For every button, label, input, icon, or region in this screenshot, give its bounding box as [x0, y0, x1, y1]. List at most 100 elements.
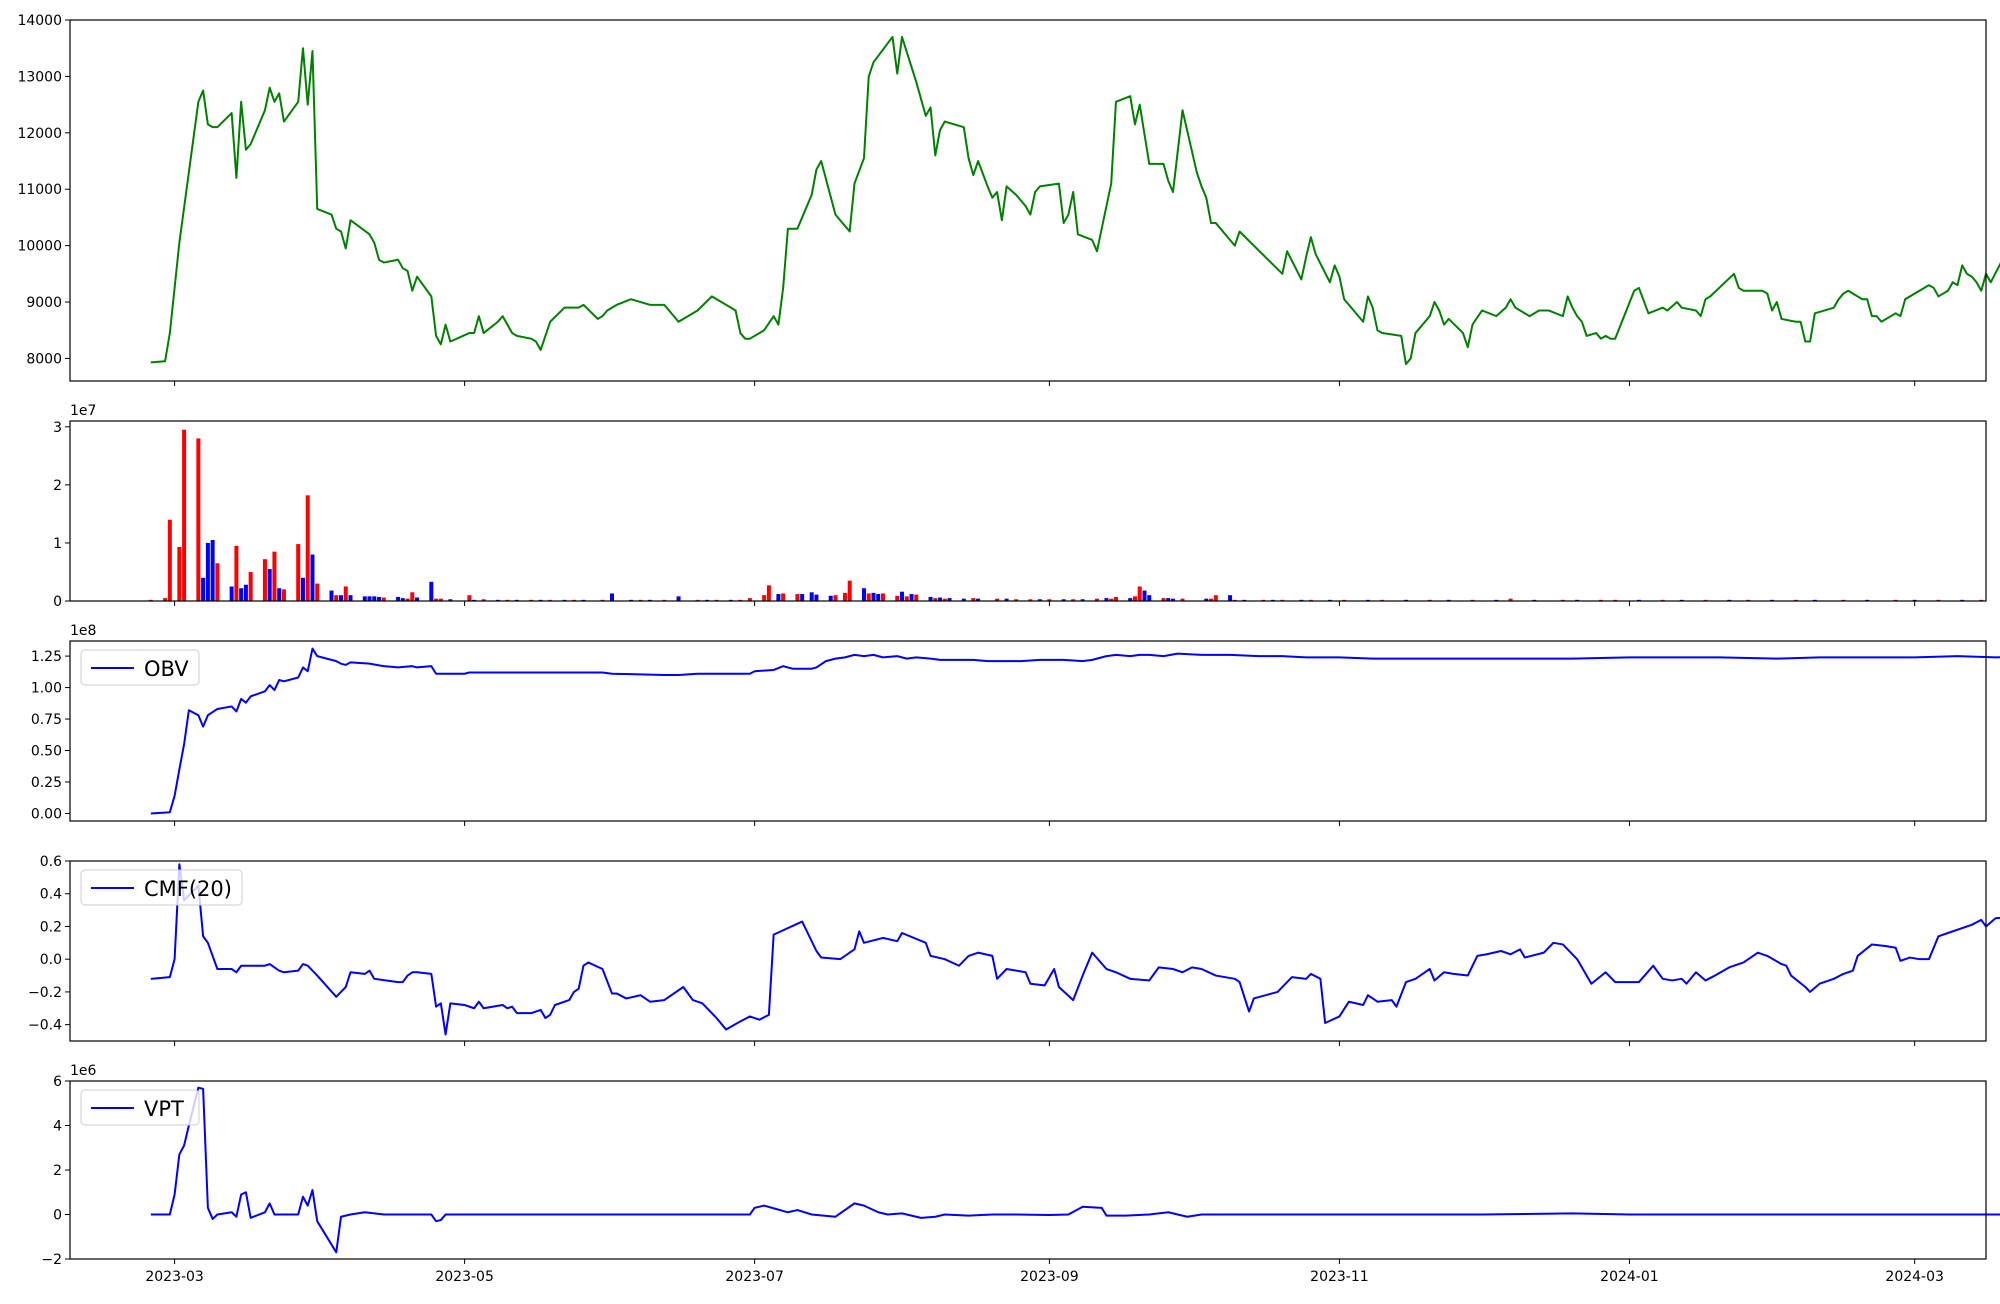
- volume-bar: [1213, 595, 1218, 601]
- volume-bar: [1014, 599, 1019, 601]
- volume-bar: [177, 547, 182, 601]
- volume-bar: [1171, 598, 1176, 601]
- volume-bar: [904, 596, 909, 601]
- volume-bar: [971, 598, 976, 601]
- y-tick-label: 0.6: [40, 854, 62, 870]
- volume-bar: [377, 596, 382, 601]
- x-tick-label: 2024-01: [1600, 1269, 1659, 1285]
- volume-bar: [928, 596, 933, 601]
- volume-bar: [961, 598, 966, 601]
- volume-bar: [1094, 598, 1099, 601]
- volume-bar: [229, 586, 234, 601]
- y-tick-label: 0: [53, 594, 62, 610]
- volume-bar: [1161, 598, 1166, 601]
- y-tick-label: 9000: [26, 295, 62, 311]
- volume-bar: [1209, 598, 1214, 601]
- volume-bar: [210, 540, 215, 601]
- volume-bar: [305, 495, 310, 601]
- volume-bar: [434, 598, 439, 601]
- legend-label: OBV: [144, 657, 189, 681]
- volume-bar: [861, 588, 866, 601]
- legend-label: CMF(20): [144, 877, 232, 901]
- axes-frame: [69, 420, 1987, 602]
- volume-bar: [167, 519, 172, 601]
- volume-bar: [1047, 599, 1052, 601]
- volume-bar: [334, 595, 339, 601]
- volume-bar: [1113, 596, 1118, 601]
- volume-bar: [747, 598, 752, 601]
- x-tick-label: 2023-11: [1310, 1269, 1369, 1285]
- axes-frame: [69, 860, 1987, 1042]
- volume-bar: [976, 598, 981, 601]
- volume-bar: [448, 599, 453, 601]
- volume-bar: [933, 598, 938, 601]
- volume-bar: [277, 588, 282, 601]
- volume-bar: [1128, 598, 1133, 601]
- volume-bar: [914, 594, 919, 601]
- volume-bar: [343, 586, 348, 601]
- volume-bar: [410, 592, 415, 601]
- y-tick-label: 1.25: [31, 649, 62, 665]
- y-tick-label: 4: [53, 1119, 62, 1135]
- y-tick-label: 2: [53, 1163, 62, 1179]
- obv-panel: 0.00 0.25 0.50 0.75 1.00 1.25 1e8 OBV: [31, 623, 2000, 826]
- volume-bar: [947, 598, 952, 601]
- volume-bar: [405, 598, 410, 601]
- volume-bar: [828, 595, 833, 601]
- legend-label: VPT: [144, 1097, 184, 1121]
- volume-bar: [900, 591, 905, 601]
- y-tick-label: 0.2: [40, 919, 62, 935]
- volume-bar: [876, 594, 881, 601]
- y-tick-label: 0.4: [40, 887, 62, 903]
- x-tick-label: 2024-03: [1885, 1269, 1944, 1285]
- volume-bar: [942, 598, 947, 601]
- volume-bar: [267, 569, 272, 601]
- volume-bar: [766, 585, 771, 601]
- volume-bar: [800, 594, 805, 601]
- volume-bar: [296, 544, 301, 601]
- volume-bar: [1228, 595, 1233, 601]
- volume-bar: [1142, 590, 1147, 601]
- volume-bar: [310, 554, 315, 601]
- volume-bar: [1132, 596, 1137, 601]
- y-tick-label: 0.25: [31, 775, 62, 791]
- volume-bar: [1071, 599, 1076, 601]
- volume-bar: [300, 577, 305, 601]
- y-tick-label: 1.00: [31, 681, 62, 697]
- volume-bar: [400, 598, 405, 601]
- price-panel: 8000 9000 10000 11000 12000 13000 14000: [17, 13, 2000, 386]
- volume-bar: [196, 438, 201, 601]
- y-tick-label: 13000: [17, 69, 62, 85]
- volume-bar: [1166, 598, 1171, 601]
- volume-bar: [362, 596, 367, 601]
- volume-bar: [1061, 599, 1066, 601]
- y-tick-label: 1: [53, 536, 62, 552]
- legend-box: [80, 649, 200, 686]
- volume-bar: [1147, 595, 1152, 601]
- volume-bar: [205, 542, 210, 601]
- price-series-line: [150, 35, 2000, 366]
- axes-frame: [69, 1080, 1987, 1260]
- volume-bar: [610, 593, 614, 601]
- axes-frame: [69, 19, 1987, 382]
- volume-bar: [809, 592, 814, 601]
- y-tick-label: 0.75: [31, 712, 62, 728]
- volume-bar: [381, 597, 386, 601]
- volume-bar: [1180, 598, 1185, 601]
- y-tick-label: 3: [53, 420, 62, 436]
- axis-offset-label: 1e6: [70, 1063, 97, 1079]
- y-tick-label: 11000: [17, 182, 62, 198]
- y-tick-label: −0.2: [28, 985, 62, 1001]
- y-tick-label: 0.0: [40, 952, 62, 968]
- volume-bar: [676, 596, 681, 601]
- legend: OBV: [80, 649, 200, 686]
- volume-bar: [438, 598, 443, 601]
- y-tick-label: 12000: [17, 126, 62, 142]
- volume-bar: [1080, 599, 1085, 601]
- cmf-series-line: [150, 863, 2000, 1036]
- volume-bar: [1028, 599, 1033, 601]
- volume-bar: [1137, 586, 1142, 601]
- x-tick-label: 2023-05: [435, 1269, 494, 1285]
- volume-bar: [329, 590, 334, 601]
